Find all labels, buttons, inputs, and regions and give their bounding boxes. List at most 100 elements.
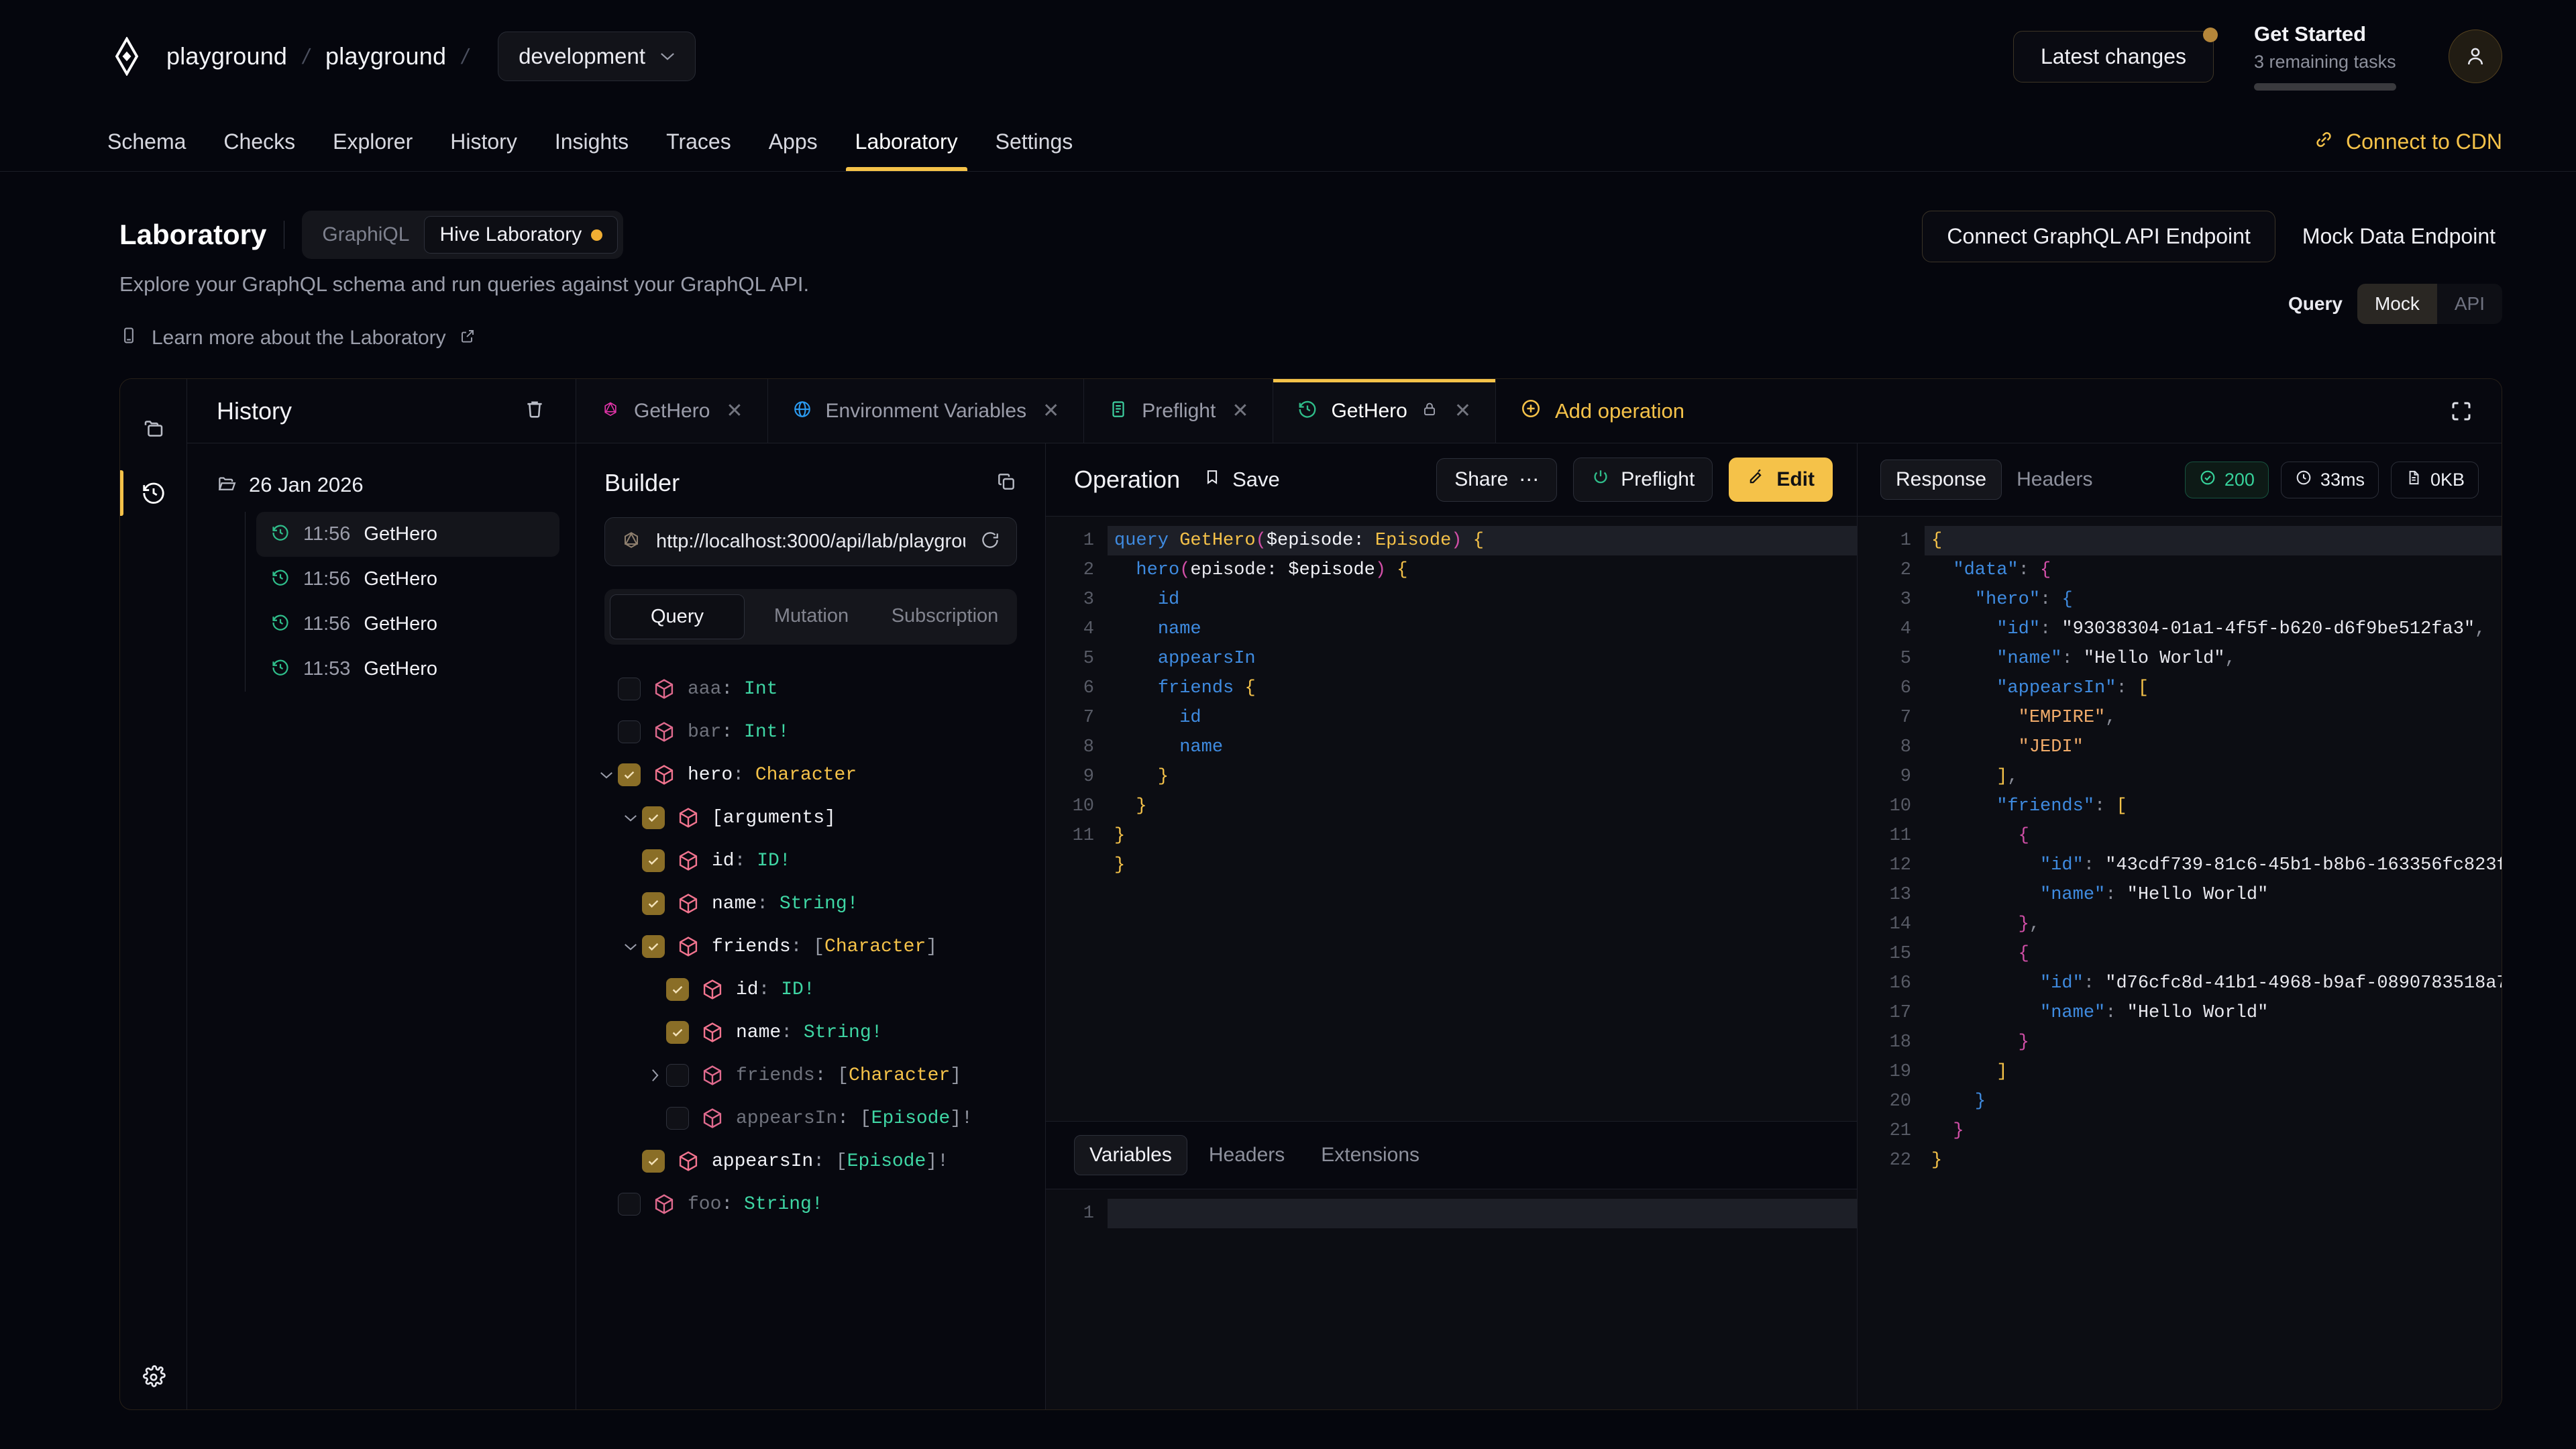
tree-row-friends[interactable]: friends: [Character] [576, 925, 1045, 968]
nav-item-traces[interactable]: Traces [647, 113, 750, 171]
avatar[interactable] [2449, 30, 2502, 83]
nav-item-laboratory[interactable]: Laboratory [837, 113, 977, 171]
get-started-progress [2254, 83, 2396, 91]
nav-item-schema[interactable]: Schema [107, 113, 205, 171]
preflight-button[interactable]: Preflight [1573, 458, 1713, 502]
query-mode-mock[interactable]: Mock [2357, 284, 2437, 324]
field-checkbox[interactable] [618, 763, 641, 786]
editor-mode-hive-laboratory[interactable]: Hive Laboratory [424, 216, 619, 254]
operation-type-subscription[interactable]: Subscription [891, 605, 999, 627]
chevron-right-icon[interactable] [643, 1068, 666, 1083]
tab-gethero-active[interactable]: GetHero ✕ [1273, 379, 1496, 443]
line-number: 17 [1889, 1003, 1911, 1023]
learn-more-link[interactable]: Learn more about the Laboratory [119, 326, 809, 350]
tree-row-aaa[interactable]: aaa: Int [576, 667, 1045, 710]
rail-item-history[interactable] [120, 461, 187, 525]
nav-item-explorer[interactable]: Explorer [314, 113, 431, 171]
field-checkbox[interactable] [618, 720, 641, 743]
history-item-name: GetHero [364, 658, 438, 680]
nav-item-settings[interactable]: Settings [977, 113, 1092, 171]
history-item[interactable]: 11:56 GetHero [256, 557, 559, 602]
operation-type-query[interactable]: Query [610, 594, 745, 639]
tree-row-appearsIn[interactable]: appearsIn: [Episode]! [576, 1097, 1045, 1140]
line-number: 4 [1900, 619, 1911, 639]
operation-type-mutation[interactable]: Mutation [773, 605, 849, 627]
line-number: 12 [1889, 855, 1911, 875]
field-checkbox[interactable] [618, 678, 641, 700]
tab-response-headers[interactable]: Headers [2017, 468, 2093, 490]
chevron-down-icon[interactable] [619, 814, 642, 822]
tree-row-friends[interactable]: friends: [Character] [576, 1054, 1045, 1097]
tree-row-hero[interactable]: hero: Character [576, 753, 1045, 796]
rail-item-settings[interactable] [120, 1345, 187, 1409]
nav-item-apps[interactable]: Apps [750, 113, 837, 171]
nav-item-insights[interactable]: Insights [536, 113, 647, 171]
tree-row-id[interactable]: id: ID! [576, 839, 1045, 882]
history-group[interactable]: 26 Jan 2026 [203, 468, 559, 502]
rail-item-collections[interactable] [120, 396, 187, 461]
tab-environment-variables[interactable]: Environment Variables ✕ [767, 379, 1085, 443]
edit-button[interactable]: Edit [1729, 458, 1833, 502]
tab-response[interactable]: Response [1880, 460, 2002, 500]
tree-row-name[interactable]: name: String! [576, 1011, 1045, 1054]
hive-diamond-logo-icon[interactable] [107, 36, 146, 76]
connect-graphql-api-endpoint-button[interactable]: Connect GraphQL API Endpoint [1922, 211, 2275, 262]
tree-row-bar[interactable]: bar: Int! [576, 710, 1045, 753]
environment-selector[interactable]: development [498, 32, 696, 81]
close-icon[interactable]: ✕ [1232, 400, 1249, 422]
tab-variables[interactable]: Variables [1074, 1135, 1187, 1175]
close-icon[interactable]: ✕ [726, 400, 743, 422]
tree-row-label: id: ID! [736, 979, 815, 1000]
chevron-down-icon[interactable] [595, 771, 618, 780]
field-checkbox[interactable] [666, 978, 689, 1001]
get-started-widget[interactable]: Get Started 3 remaining tasks [2254, 22, 2408, 91]
share-button[interactable]: Share ⋯ [1436, 458, 1558, 502]
field-checkbox[interactable] [618, 1193, 641, 1216]
variables-editor[interactable]: – 1 [1046, 1189, 1857, 1409]
history-item[interactable]: 11:56 GetHero [256, 602, 559, 647]
field-checkbox[interactable] [642, 1150, 665, 1173]
field-checkbox[interactable] [666, 1021, 689, 1044]
add-operation-button[interactable]: Add operation [1496, 379, 1709, 443]
chevron-down-icon[interactable] [619, 943, 642, 951]
tab-extensions[interactable]: Extensions [1321, 1144, 1419, 1166]
editor-mode-graphiql[interactable]: GraphiQL [307, 217, 424, 253]
tree-row-id[interactable]: id: ID! [576, 968, 1045, 1011]
link-icon [2314, 129, 2334, 155]
field-checkbox[interactable] [666, 1107, 689, 1130]
query-mode-api[interactable]: API [2454, 293, 2485, 314]
tree-row-name[interactable]: name: String! [576, 882, 1045, 925]
connect-to-cdn-link[interactable]: Connect to CDN [2314, 113, 2502, 171]
fullscreen-icon[interactable] [2421, 379, 2502, 443]
close-icon[interactable]: ✕ [1454, 400, 1471, 422]
tree-row-arguments[interactable]: [arguments] [576, 796, 1045, 839]
refresh-icon[interactable] [980, 530, 1000, 553]
trash-icon[interactable] [523, 398, 546, 424]
copy-icon[interactable] [996, 471, 1017, 496]
field-checkbox[interactable] [642, 849, 665, 872]
mock-data-endpoint-button[interactable]: Mock Data Endpoint [2302, 224, 2496, 248]
nav-item-checks[interactable]: Checks [205, 113, 314, 171]
line-number: 8 [1900, 737, 1911, 757]
close-icon[interactable]: ✕ [1042, 400, 1060, 422]
tab-preflight[interactable]: Preflight ✕ [1084, 379, 1274, 443]
tab-gethero-1[interactable]: GetHero ✕ [576, 379, 768, 443]
save-operation-button[interactable]: Save [1203, 468, 1280, 492]
field-checkbox[interactable] [642, 892, 665, 915]
code-line: "JEDI" [2018, 737, 2084, 757]
history-item[interactable]: 11:53 GetHero [256, 647, 559, 692]
tree-row-appearsIn[interactable]: appearsIn: [Episode]! [576, 1140, 1045, 1183]
latest-changes-button[interactable]: Latest changes [2012, 27, 2218, 83]
tab-headers[interactable]: Headers [1208, 1144, 1285, 1166]
field-checkbox[interactable] [666, 1064, 689, 1087]
tree-row-foo[interactable]: foo: String! [576, 1183, 1045, 1226]
breadcrumb-org[interactable]: playground [166, 42, 288, 70]
nav-item-history[interactable]: History [431, 113, 536, 171]
endpoint-url-input[interactable]: http://localhost:3000/api/lab/playground [604, 517, 1017, 566]
history-item[interactable]: 11:56 GetHero [256, 512, 559, 557]
field-checkbox[interactable] [642, 935, 665, 958]
breadcrumb-project[interactable]: playground [325, 42, 447, 70]
field-checkbox[interactable] [642, 806, 665, 829]
